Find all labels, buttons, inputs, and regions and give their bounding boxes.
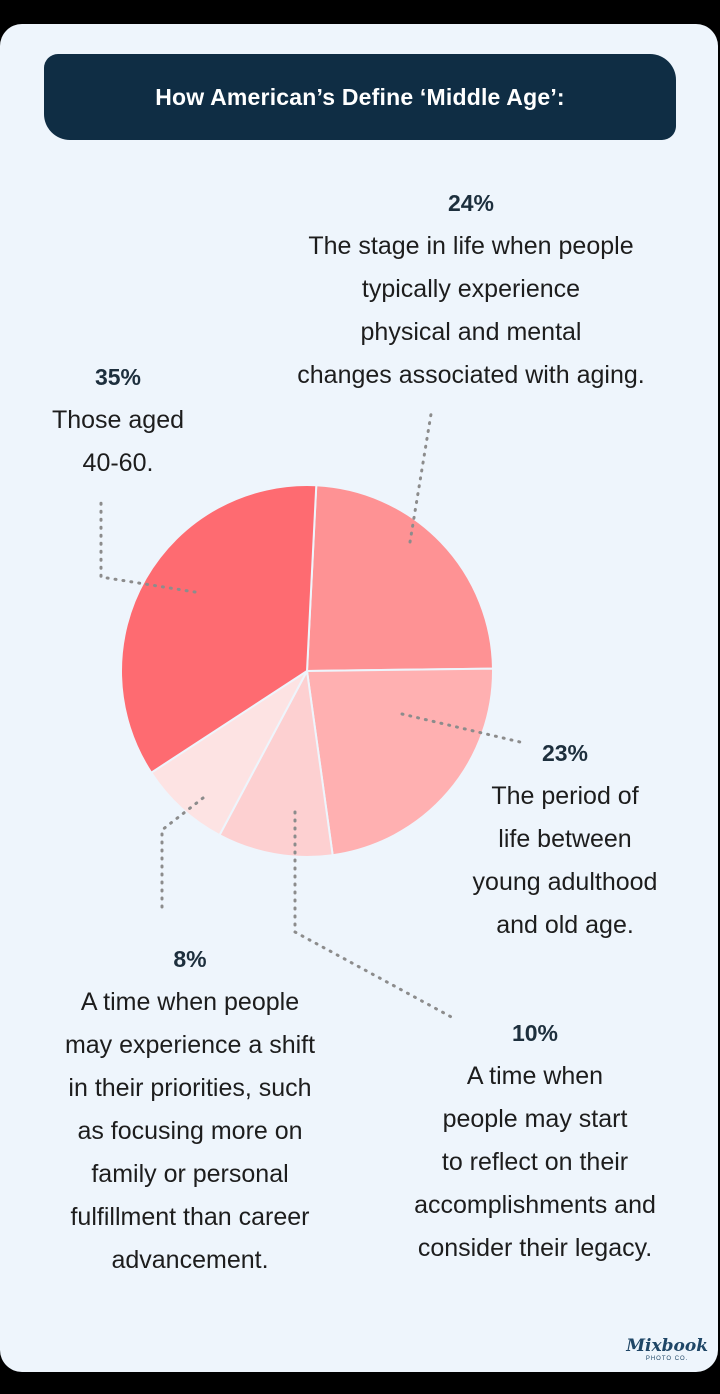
desc-23-line-1: The period of (491, 782, 639, 810)
pct-24: 24% (447, 190, 495, 216)
brand-tagline: PHOTO CO. (645, 1356, 689, 1362)
pct-10: 10% (511, 1020, 559, 1046)
pie-slice-8 (149, 670, 308, 837)
brand-name: Mixbook (626, 1336, 708, 1356)
chart-title: How American’s Define ‘Middle Age’: (155, 83, 565, 110)
desc-8-line-4: as focusing more on (77, 1117, 303, 1145)
leader-line-24 (408, 406, 434, 544)
desc-8-line-1: A time when people (80, 988, 300, 1016)
pct-35: 35% (94, 364, 142, 390)
desc-23-line-2: life between (498, 825, 632, 853)
label-24: 24% The stage in life when people typica… (262, 182, 680, 397)
desc-10-line-4: accomplishments and (414, 1191, 656, 1219)
pct-23: 23% (541, 740, 589, 766)
leader-line-10 (293, 810, 457, 1021)
label-23: 23% The period of life between young adu… (440, 732, 690, 947)
leader-line-35 (99, 495, 197, 594)
pie-slice-35 (120, 484, 318, 775)
desc-8-line-2: may experience a shift (64, 1031, 316, 1059)
title-banner: How American’s Define ‘Middle Age’: (44, 54, 676, 140)
pct-8: 8% (173, 946, 207, 972)
desc-8-line-5: family or personal (91, 1160, 289, 1188)
desc-8-line-3: in their priorities, such (68, 1074, 312, 1102)
desc-24-line-3: physical and mental (360, 318, 582, 346)
pie-slice-24 (305, 484, 494, 673)
pie-slice-23 (305, 667, 494, 857)
desc-35-line-2: 40-60. (82, 449, 154, 477)
desc-35-line-1: Those aged (51, 406, 185, 434)
pie-chart (99, 406, 522, 1021)
pie-slice-10 (218, 667, 334, 858)
brand-logo: Mixbook PHOTO CO. (626, 1336, 708, 1362)
desc-10-line-3: to reflect on their (441, 1148, 629, 1176)
label-8: 8% A time when people may experience a s… (30, 938, 350, 1282)
leader-line-8 (160, 796, 205, 914)
desc-10-line-2: people may start (442, 1105, 628, 1133)
desc-24-line-4: changes associated with aging. (297, 361, 645, 389)
desc-8-line-6: fulfillment than career (70, 1203, 310, 1231)
desc-10-line-5: consider their legacy. (417, 1234, 653, 1262)
desc-23-line-3: young adulthood (472, 868, 658, 896)
desc-8-line-7: advancement. (111, 1246, 269, 1274)
desc-10-line-1: A time when (466, 1062, 604, 1090)
label-35: 35% Those aged 40-60. (28, 356, 208, 485)
label-10: 10% A time when people may start to refl… (380, 1012, 690, 1270)
desc-23-line-4: and old age. (496, 911, 634, 939)
infographic-card: How American’s Define ‘Middle Age’: 24% … (0, 24, 718, 1372)
desc-24-line-1: The stage in life when people (308, 232, 634, 260)
desc-24-line-2: typically experience (361, 275, 581, 303)
